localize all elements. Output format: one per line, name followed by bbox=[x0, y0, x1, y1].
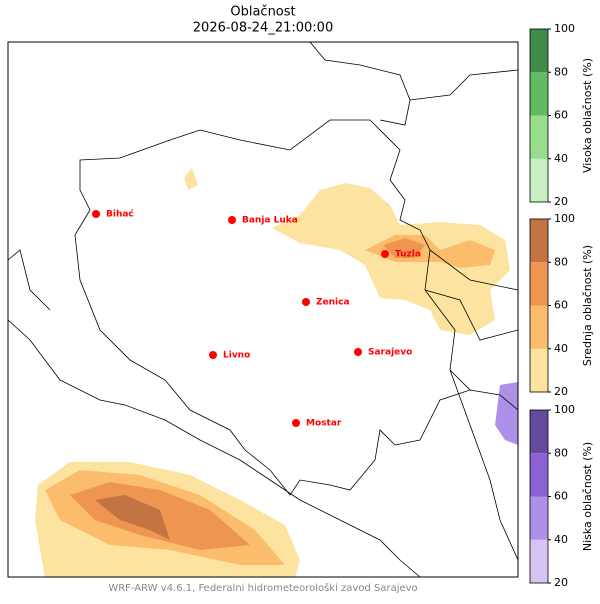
city-marker bbox=[302, 298, 310, 306]
footer: WRF-ARW v4.6.1, Federalni hidrometeorolo… bbox=[108, 582, 417, 594]
city-label: Mostar bbox=[306, 419, 342, 429]
colorbar-tick-label: 80 bbox=[554, 255, 568, 268]
cloud-low bbox=[495, 382, 518, 445]
colorbar-segment bbox=[530, 158, 548, 202]
city-marker bbox=[209, 351, 217, 359]
city-label: Livno bbox=[223, 351, 250, 361]
colorbar-label: Srednja oblačnost (%) bbox=[581, 245, 594, 366]
neighbour-border bbox=[7, 41, 519, 561]
colorbar-tick-label: 60 bbox=[554, 490, 568, 503]
title: Oblačnost bbox=[230, 5, 295, 20]
city-label: Zenica bbox=[316, 298, 350, 308]
colorbar-tick-label: 20 bbox=[554, 576, 568, 589]
colorbars: 20 40 60 80 100 Visoka oblačnost (%) 20 40 60 80 1… bbox=[529, 22, 594, 589]
colorbar-tick-label: 80 bbox=[554, 65, 568, 78]
colorbar-label: Visoka oblačnost (%) bbox=[581, 58, 594, 173]
colorbar-tick-label: 80 bbox=[554, 446, 568, 459]
map: Bihać Banja Luka Tuzla Zenica Livno Sarajevo M… bbox=[7, 41, 519, 578]
colorbar-tick-label: 100 bbox=[554, 22, 575, 35]
colorbar-tick-label: 60 bbox=[554, 299, 568, 312]
colorbar-segment bbox=[530, 219, 548, 263]
colorbar-tick-label: 40 bbox=[554, 342, 568, 355]
map-frame bbox=[7, 41, 519, 578]
cities: Bihać Banja Luka Tuzla Zenica Livno Sarajevo M… bbox=[92, 209, 421, 429]
colorbar-segment bbox=[530, 29, 548, 73]
colorbar-segment bbox=[530, 72, 548, 116]
colorbar-segment bbox=[530, 305, 548, 349]
colorbar-segment bbox=[530, 115, 548, 159]
country-border bbox=[74, 119, 471, 496]
cloud-mid-light bbox=[184, 168, 198, 190]
colorbar-tick-label: 100 bbox=[554, 212, 575, 225]
colorbar-label: Niska oblačnost (%) bbox=[581, 442, 594, 551]
colorbar-tick-label: 100 bbox=[554, 403, 575, 416]
cloud-areas bbox=[35, 168, 518, 577]
borders bbox=[7, 41, 519, 578]
city-label: Bihać bbox=[106, 209, 134, 220]
colorbar-segment bbox=[530, 496, 548, 540]
city-marker bbox=[381, 250, 389, 258]
cloud-mid-darkest bbox=[95, 495, 170, 540]
colorbar-tick-label: 20 bbox=[554, 195, 568, 208]
coastline bbox=[7, 319, 421, 578]
city-marker bbox=[92, 210, 100, 218]
colorbar-segment bbox=[530, 262, 548, 306]
subtitle: 2026-08-24_21:00:00 bbox=[193, 21, 333, 36]
city-label: Tuzla bbox=[395, 250, 421, 260]
colorbar-tick-label: 60 bbox=[554, 109, 568, 122]
colorbar-segment bbox=[530, 453, 548, 497]
colorbar-tick-label: 40 bbox=[554, 533, 568, 546]
city-marker bbox=[292, 419, 300, 427]
city-marker bbox=[228, 216, 236, 224]
cloud-mid-dark bbox=[383, 238, 425, 258]
city-label: Sarajevo bbox=[368, 348, 412, 358]
colorbar-segment bbox=[530, 539, 548, 583]
city-label: Banja Luka bbox=[242, 216, 298, 226]
colorbar-segment bbox=[530, 410, 548, 454]
colorbar-tick-label: 40 bbox=[554, 152, 568, 165]
colorbar-segment bbox=[530, 348, 548, 392]
colorbar-tick-label: 20 bbox=[554, 385, 568, 398]
city-marker bbox=[354, 348, 362, 356]
